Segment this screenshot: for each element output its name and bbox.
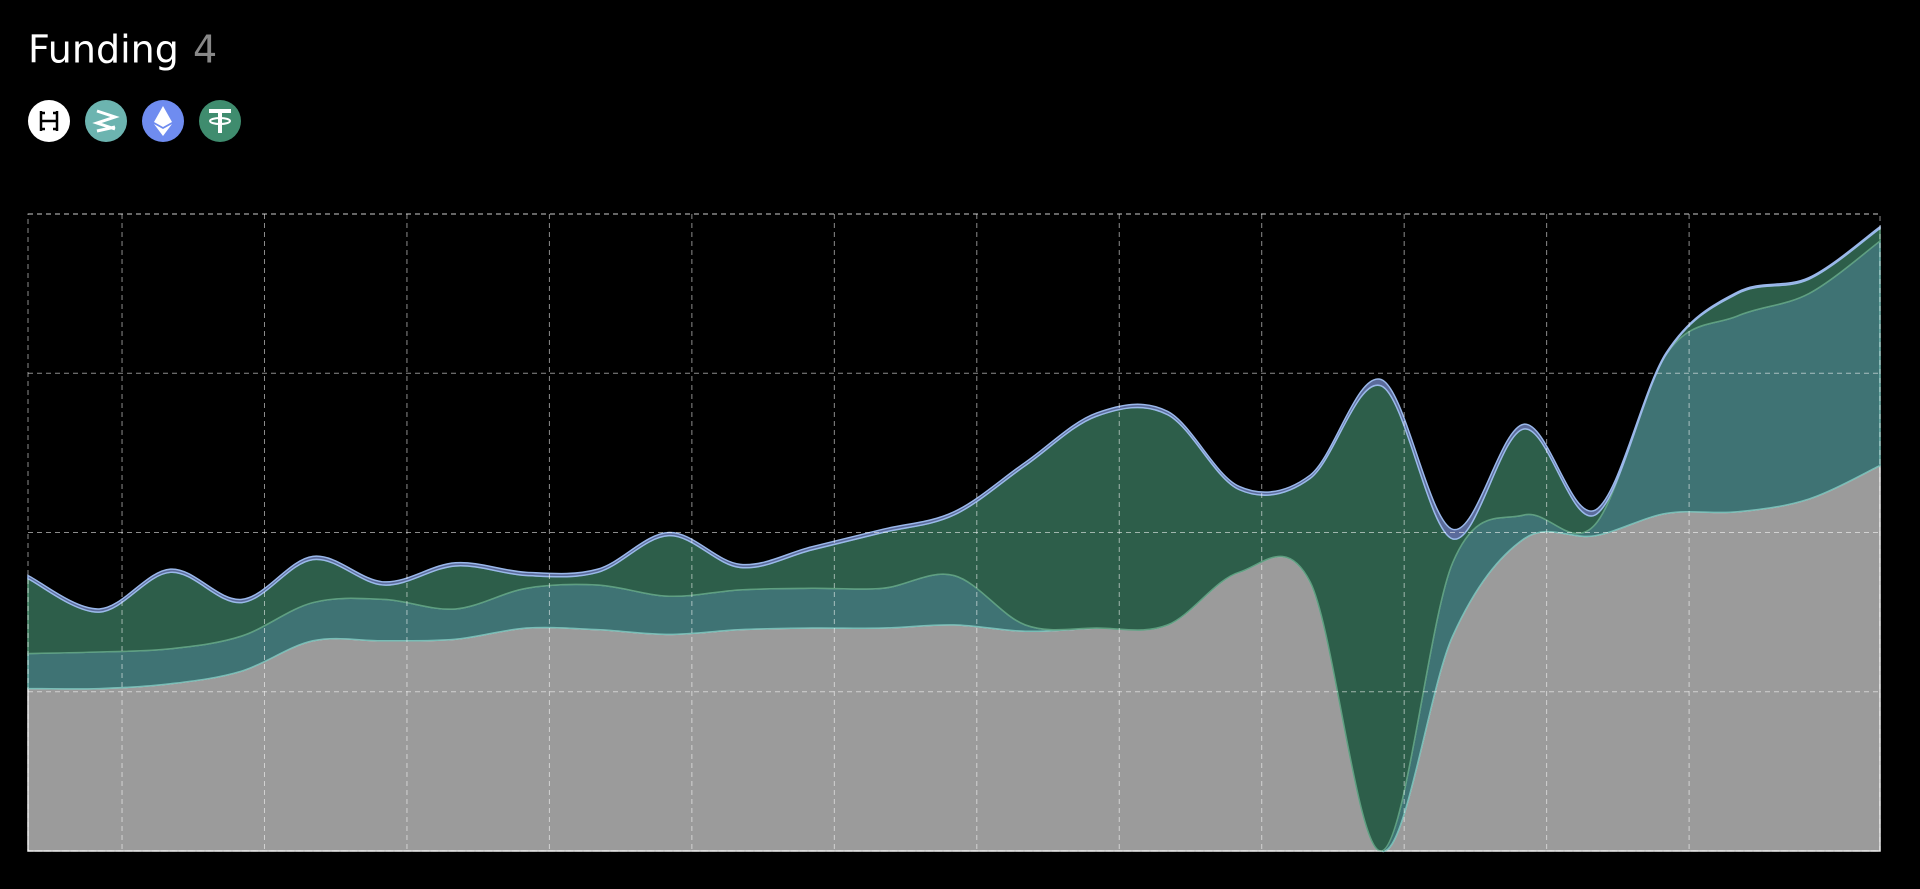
- asset-icons: [28, 100, 241, 142]
- asset-icon[interactable]: [28, 100, 70, 142]
- plot-frame: [27, 213, 1881, 852]
- plot: [27, 213, 1881, 852]
- count: 4: [193, 28, 217, 72]
- asset-icon[interactable]: [142, 100, 184, 142]
- title: Funding: [28, 28, 179, 72]
- asset-icon[interactable]: [85, 100, 127, 142]
- asset-icon[interactable]: [199, 100, 241, 142]
